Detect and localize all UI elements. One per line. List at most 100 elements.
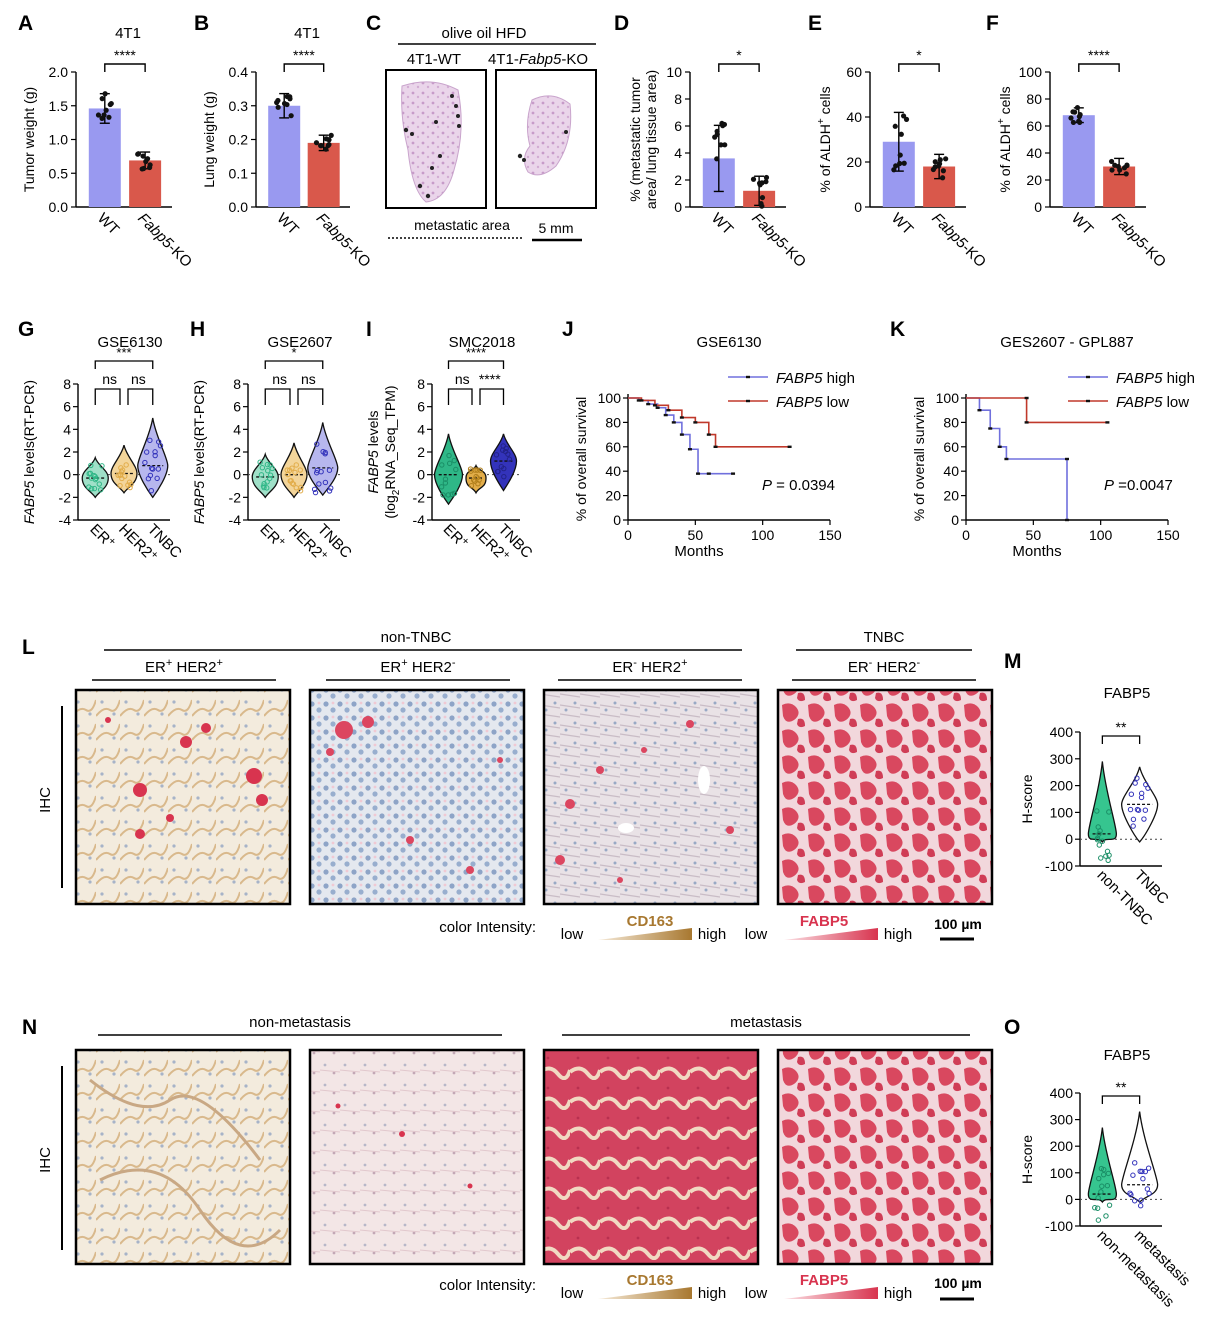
significance-label: *** xyxy=(116,345,131,360)
violin xyxy=(251,451,279,499)
panel-m-violin-chart: MFABP5-1000100200300400H-scorenon-TNBCTN… xyxy=(1004,650,1172,929)
data-point xyxy=(903,116,910,122)
significance-label: ns xyxy=(455,371,470,387)
y-tick-label: 100 xyxy=(936,390,960,406)
y-tick-label: 40 xyxy=(605,463,621,479)
data-point xyxy=(106,114,112,120)
category-label: WT xyxy=(94,210,123,239)
significance-label: **** xyxy=(293,47,315,63)
data-point xyxy=(474,467,480,473)
x-tick-label: 150 xyxy=(1156,527,1180,543)
y-tick-label: 8 xyxy=(63,376,71,392)
y-tick-label: 60 xyxy=(846,64,862,80)
y-tick-label: 0.2 xyxy=(229,132,249,148)
data-point xyxy=(1134,806,1141,813)
data-point xyxy=(892,123,898,129)
gradient-low-label: low xyxy=(745,926,768,943)
data-point xyxy=(763,179,769,185)
color-intensity-label: color Intensity: xyxy=(439,1277,536,1294)
y-tick-label: 0.5 xyxy=(49,165,69,181)
category-label: Fabp5-KO xyxy=(134,210,195,271)
y-tick-label: -100 xyxy=(1045,1218,1073,1234)
y-tick-label: -4 xyxy=(229,512,242,528)
y-tick-label: 0 xyxy=(1065,831,1073,847)
data-point xyxy=(265,468,271,474)
data-point xyxy=(284,467,290,473)
data-point xyxy=(1095,1195,1101,1201)
violin xyxy=(1087,761,1118,844)
violin xyxy=(110,445,138,494)
cd163-gradient xyxy=(598,928,692,940)
ihc-image-non-metastasis-1 xyxy=(74,1048,292,1266)
data-point xyxy=(328,132,334,138)
panel-g-violin-chart: G GSE6130 -4 -2 0 2 4 6 8 FABP5 levels(RT-PCR) ER+… xyxy=(18,318,185,562)
data-point xyxy=(1096,1175,1102,1182)
data-point xyxy=(102,91,108,97)
data-point xyxy=(505,451,511,457)
fabp5-gradient xyxy=(784,928,878,940)
significance-label: ns xyxy=(131,371,146,387)
data-point xyxy=(1131,1198,1138,1204)
subtype-label: ER- HER2- xyxy=(848,657,921,676)
y-tick-label: 0.1 xyxy=(229,165,249,181)
data-point xyxy=(1092,1205,1098,1211)
data-point xyxy=(312,489,319,496)
data-point xyxy=(472,478,478,484)
y-tick-label: 0 xyxy=(854,199,862,215)
y-tick-label: 100 xyxy=(1050,804,1074,820)
y-axis-label: % of ALDH+ cells xyxy=(996,86,1013,192)
chart-title: GSE6130 xyxy=(97,334,162,351)
significance-bracket xyxy=(718,63,760,72)
legend-label: FABP5 high xyxy=(776,370,855,387)
data-point xyxy=(103,107,109,113)
data-point xyxy=(759,180,765,186)
data-point xyxy=(445,492,452,498)
data-point xyxy=(154,475,160,482)
x-tick-label: 50 xyxy=(688,527,704,543)
y-tick-label: 0 xyxy=(613,512,621,528)
data-point xyxy=(297,467,303,473)
significance-bracket xyxy=(94,360,154,369)
survival-curve xyxy=(966,397,1068,520)
x-tick-label: 50 xyxy=(1026,527,1042,543)
data-point xyxy=(261,484,267,491)
data-point xyxy=(135,151,142,157)
data-point xyxy=(714,128,720,134)
y-tick-label: 100 xyxy=(598,390,622,406)
bar xyxy=(1062,115,1095,207)
data-point xyxy=(932,159,938,165)
data-point xyxy=(1128,791,1135,797)
y-tick-label: 6 xyxy=(63,399,71,415)
panel-f-bar-chart: F 0 20 40 60 80 100 % of ALDH+ cells WT Fabp5-KO *… xyxy=(986,12,1169,271)
data-point xyxy=(763,174,770,181)
category-label: Fabp5-KO xyxy=(1108,210,1169,271)
y-tick-label: 60 xyxy=(1026,118,1042,134)
header-tnbc: TNBC xyxy=(864,629,905,646)
data-point xyxy=(326,467,333,473)
data-point xyxy=(152,449,158,455)
color-intensity-label: color Intensity: xyxy=(439,919,536,936)
data-point xyxy=(1145,1165,1152,1171)
data-point xyxy=(323,136,330,142)
data-point xyxy=(269,465,275,472)
violin xyxy=(433,433,464,506)
data-point xyxy=(936,163,942,169)
scale-bar-label: 100 µm xyxy=(934,1275,982,1291)
y-tick-label: 400 xyxy=(1050,724,1074,740)
significance-bracket xyxy=(1101,735,1141,744)
y-tick-label: 0.0 xyxy=(229,199,249,215)
data-point xyxy=(501,465,507,472)
subtype-label: ER+ HER2+ xyxy=(145,657,223,676)
fabp5-gradient xyxy=(784,1287,878,1299)
ihc-stain-spots xyxy=(326,716,503,874)
data-point xyxy=(326,488,333,494)
data-point xyxy=(152,452,158,459)
side-label-ihc: IHC xyxy=(37,1147,54,1173)
data-point xyxy=(1098,855,1104,861)
panel-h-violin-chart: H GSE2607 -4 -2 0 2 4 6 8 FABP5 levels(RT-PCR) ER+… xyxy=(190,318,355,562)
significance-bracket xyxy=(479,388,505,405)
gradient-high-label: high xyxy=(884,1285,912,1302)
gradient-low-label: low xyxy=(745,1285,768,1302)
metastatic-foci-ko xyxy=(517,130,568,162)
significance-bracket xyxy=(898,63,940,72)
